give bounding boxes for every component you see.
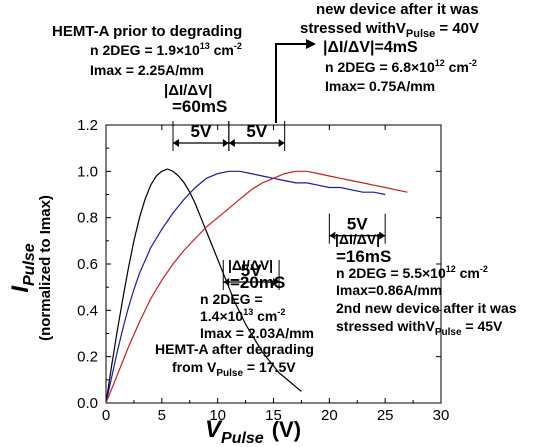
pointer-arrowhead <box>306 39 316 49</box>
y-tick-label: 0.8 <box>77 210 98 227</box>
annotation-text: |ΔI/ΔV| <box>228 257 273 273</box>
y-tick-label: 0.4 <box>77 302 98 319</box>
annotation-text: Imax= 0.75A/mm <box>325 78 435 94</box>
annotation-text: HEMT-A prior to degrading <box>52 23 242 40</box>
x-tick-label: 15 <box>265 407 282 424</box>
series-line-1 <box>105 168 302 404</box>
annotation-text: Imax=0.86A/mm <box>336 282 442 298</box>
series-line-2 <box>105 170 386 404</box>
annotation-text: |ΔI/ΔV| <box>335 231 380 247</box>
bracket-1: 5V <box>172 121 230 151</box>
x-tick-label: 20 <box>321 407 338 424</box>
bracket-arrowhead <box>222 139 229 147</box>
y-axis-sublabel: (normalized to Imax) <box>37 195 54 341</box>
bracket-arrowhead <box>329 231 336 240</box>
x-tick-label: 10 <box>209 407 226 424</box>
x-tick-label: 5 <box>158 407 166 424</box>
x-tick-label: 30 <box>433 407 450 424</box>
series-group <box>105 168 408 404</box>
bracket-arrowhead <box>278 139 285 147</box>
x-tick-label: 0 <box>102 407 110 424</box>
annotation-hemt-after: |ΔI/ΔV| =20mS n 2DEG = 1.4×1013 cm-2 Ima… <box>155 257 314 379</box>
bracket-label: 5V <box>246 122 267 141</box>
x-tick-label: 25 <box>377 407 394 424</box>
bracket-label: 5V <box>347 215 368 234</box>
y-tick-label: 0.0 <box>77 395 98 412</box>
annotation-text: =20mS <box>230 273 285 292</box>
annotation-text: |ΔI/ΔV| <box>164 82 212 99</box>
annotation-text: 2nd new device after it was <box>336 300 517 316</box>
annotation-text: =16mS <box>336 247 391 266</box>
y-tick-label: 0.6 <box>77 256 98 273</box>
annotation-hemt-prior: HEMT-A prior to degrading n 2DEG = 1.9×1… <box>52 23 242 116</box>
annotation-text: n 2DEG = 5.5×1012 cm-2 <box>336 264 488 281</box>
annotation-text: new device after it was <box>316 1 479 18</box>
annotation-second-device: |ΔI/ΔV| =16mS n 2DEG = 5.5×1012 cm-2 Ima… <box>335 231 517 338</box>
y-tick-label: 1.2 <box>77 117 98 134</box>
bracket-arrowhead <box>173 139 179 147</box>
bracket-3: 5V <box>222 260 280 290</box>
annotation-text: stressed withVPulse = 45V <box>336 318 503 338</box>
annotation-text: |ΔI/ΔV|=4mS <box>323 39 418 56</box>
annotation-text: from VPulse = 17.5V <box>172 359 296 379</box>
bracket-arrowhead <box>223 278 230 286</box>
pointer-arrow <box>275 43 306 123</box>
y-tick-label: 1.0 <box>77 163 98 180</box>
axis-ticks: 0 5 10 15 20 25 30 0.0 0.2 0.4 0.6 0.8 1.0 1.2 <box>77 117 449 424</box>
annotation-text: HEMT-A after degrading <box>155 341 314 357</box>
annotation-new-device: new device after it was stressed withVPu… <box>275 1 479 123</box>
bracket-label: 5V <box>241 261 262 280</box>
annotation-text: n 2DEG = <box>200 291 263 307</box>
annotation-text: n 2DEG = 1.9×1013 cm-2 <box>90 41 242 58</box>
annotation-text: 1.4×1013 cm-2 <box>200 307 285 324</box>
bracket-label: 5V <box>191 122 212 141</box>
annotation-text: Imax = 2.03A/mm <box>200 325 314 341</box>
annotation-text: n 2DEG = 6.8×1012 cm-2 <box>325 58 477 75</box>
bracket-2: 5V <box>228 121 286 151</box>
bracket-arrowhead <box>379 231 386 240</box>
svg-text:IPulse: IPulse <box>7 243 38 292</box>
annotation-text: stressed withVPulse = 40V <box>300 20 479 40</box>
x-axis-label: VPulse (V) <box>205 416 301 447</box>
y-axis-label: IPulse (normalized to Imax) <box>7 195 54 341</box>
bracket-group: 5V 5V 5V 5V <box>172 121 386 290</box>
bracket-arrowhead <box>273 278 280 286</box>
y-tick-label: 0.2 <box>77 349 98 366</box>
bracket-4: 5V <box>328 213 386 244</box>
annotation-text: Imax = 2.25A/mm <box>90 62 204 78</box>
series-line-3 <box>105 170 408 404</box>
annotation-text: =60mS <box>172 97 227 116</box>
bracket-arrowhead <box>228 139 235 147</box>
